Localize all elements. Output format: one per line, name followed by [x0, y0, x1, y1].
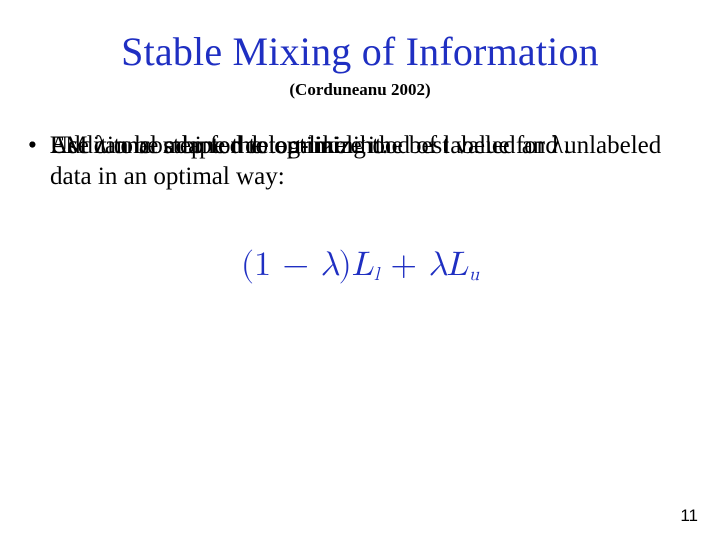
- formula-lambda2: λ: [428, 248, 446, 282]
- page-number: 11: [680, 506, 698, 526]
- formula-sub-u: u: [468, 265, 479, 284]
- formula-minus: −: [282, 248, 308, 282]
- slide-subtitle: (Corduneanu 2002): [0, 80, 720, 100]
- formula-plus: +: [390, 248, 416, 282]
- formula-L2: L: [446, 248, 467, 282]
- slide-title: Stable Mixing of Information: [0, 28, 720, 75]
- formula-block: (1 − λ)Ll + λLu: [0, 245, 720, 286]
- formula-lparen: (: [241, 248, 254, 282]
- bullet-item-3: Additional step for determining the best…: [22, 130, 690, 161]
- formula-rparen: ): [338, 248, 351, 282]
- slide: Stable Mixing of Information (Corduneanu…: [0, 0, 720, 540]
- formula-one: 1: [254, 248, 271, 282]
- formula-lambda1: λ: [320, 248, 338, 282]
- formula-L1: L: [352, 248, 373, 282]
- bullet-list-3: Additional step for determining the best…: [22, 130, 690, 161]
- formula-sub-l: l: [373, 265, 379, 284]
- formula: (1 − λ)Ll + λLu: [241, 245, 479, 286]
